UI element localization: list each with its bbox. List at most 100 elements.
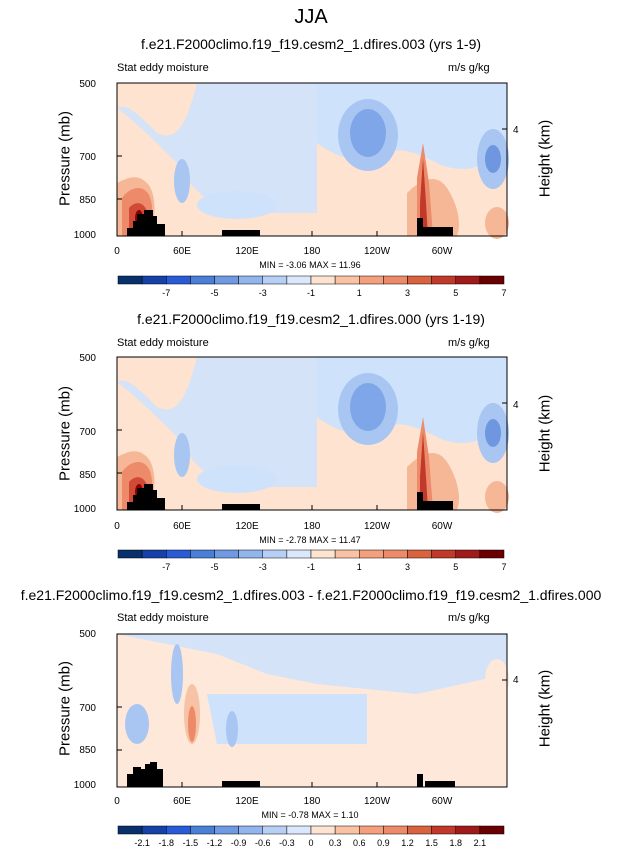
colorbar [117, 549, 505, 559]
x-tick: 180 [303, 796, 321, 807]
colorbar-label: -1.8 [158, 838, 174, 848]
colorbar-swatch [117, 549, 143, 559]
x-tick: 180 [303, 521, 321, 532]
colorbar-label: -7 [162, 288, 171, 298]
colorbar-swatch [359, 549, 384, 559]
terrain-block [157, 769, 163, 787]
colorbar-swatch [166, 275, 191, 285]
y-axis-right-title: Height (km) [536, 119, 554, 198]
colorbar-label: -0.9 [230, 838, 247, 848]
colorbar-swatch [238, 825, 263, 835]
x-tick: 0 [114, 521, 120, 532]
y-axis-right-title: Height (km) [536, 394, 554, 473]
y-tick: 700 [79, 427, 96, 438]
terrain-block [417, 218, 423, 236]
colorbar-swatch [141, 825, 167, 835]
y-tick-right: 4 [513, 125, 519, 136]
negative-core [485, 419, 501, 447]
colorbar-swatch [310, 275, 336, 285]
colorbar [117, 275, 505, 285]
colorbar-swatch [117, 825, 143, 835]
terrain-block [222, 230, 260, 236]
x-tick: 120W [363, 796, 391, 807]
terrain-block [417, 492, 423, 510]
x-tick: 60W [431, 796, 453, 807]
colorbar-label: -0.6 [254, 838, 271, 848]
terrain-block [127, 502, 135, 510]
positive-core [188, 706, 196, 742]
colorbar-swatch [238, 549, 263, 559]
colorbar-label: 3 [404, 562, 410, 572]
x-tick: 0 [114, 796, 120, 807]
colorbar-label: 1.8 [449, 838, 462, 848]
panel-title: f.e21.F2000climo.f19_f19.cesm2_1.dfires.… [140, 36, 482, 52]
terrain-block [127, 774, 137, 787]
negative-core [125, 704, 149, 744]
terrain-block [133, 767, 141, 787]
colorbar-label: 1.2 [401, 838, 414, 848]
colorbar-label: -1.2 [206, 838, 223, 848]
terrain-block [157, 224, 165, 236]
colorbar-label: -0.3 [279, 838, 295, 848]
colorbar-label: -1 [306, 562, 315, 572]
y-tick: 700 [79, 703, 96, 714]
y-tick: 850 [79, 745, 96, 756]
colorbar-label: -3 [258, 288, 267, 298]
positive-peak [420, 432, 428, 510]
x-tick: 60W [431, 246, 453, 257]
y-tick: 500 [79, 79, 96, 90]
terrain-block [127, 228, 135, 236]
colorbar-swatch [359, 275, 384, 285]
negative-core [350, 109, 386, 157]
y-tick: 1000 [73, 780, 96, 791]
terrain-block [417, 774, 423, 787]
colorbar-label: -7 [162, 562, 171, 572]
colorbar-label: -2.1 [134, 838, 150, 848]
colorbar-label: 5 [453, 562, 459, 572]
colorbar-label: 0.6 [352, 838, 366, 848]
positive-region [485, 659, 509, 699]
x-tick: 120E [235, 246, 259, 257]
contour-plot [116, 82, 509, 239]
colorbar-swatch [141, 549, 167, 559]
colorbar-label: 3 [404, 288, 410, 298]
colorbar-label: -1.5 [182, 838, 199, 848]
units-label: m/s g/kg [448, 337, 490, 349]
y-tick: 850 [79, 470, 96, 481]
colorbar-swatch [286, 549, 312, 559]
colorbar-swatch [359, 825, 384, 835]
x-tick: 60W [431, 521, 453, 532]
x-tick: 60E [173, 246, 191, 257]
terrain-block [157, 498, 165, 510]
colorbar-swatch [190, 275, 215, 285]
colorbar-label: 7 [501, 288, 507, 298]
colorbar-label: -5 [210, 562, 219, 572]
colorbar-label: -1 [306, 288, 315, 298]
colorbar-swatch [190, 549, 215, 559]
terrain-block [222, 504, 260, 510]
colorbar-swatch [214, 825, 239, 835]
panel-title: f.e21.F2000climo.f19_f19.cesm2_1.dfires.… [20, 587, 602, 603]
colorbar-swatch [214, 549, 239, 559]
colorbar-label: 1.5 [425, 838, 438, 848]
colorbar-label: 0.9 [377, 838, 390, 848]
colorbar-label: -5 [210, 288, 219, 298]
min-max-label: MIN = -0.78 MAX = 1.10 [261, 810, 359, 820]
x-tick: 180 [303, 246, 321, 257]
colorbar [117, 825, 505, 835]
colorbar-swatch [214, 275, 239, 285]
y-tick: 1000 [73, 504, 96, 515]
colorbar-label: -3 [258, 562, 267, 572]
colorbar-swatch [238, 275, 263, 285]
contour-plot [116, 633, 509, 788]
colorbar-swatch [455, 275, 481, 285]
colorbar-label: 0.3 [328, 838, 342, 848]
colorbar-swatch [310, 825, 336, 835]
x-tick: 120W [363, 521, 391, 532]
terrain-block [423, 501, 453, 510]
x-tick: 0 [114, 246, 120, 257]
colorbar-swatch [141, 275, 167, 285]
colorbar-swatch [455, 825, 481, 835]
y-tick: 1000 [73, 230, 96, 241]
negative-core [485, 145, 501, 173]
